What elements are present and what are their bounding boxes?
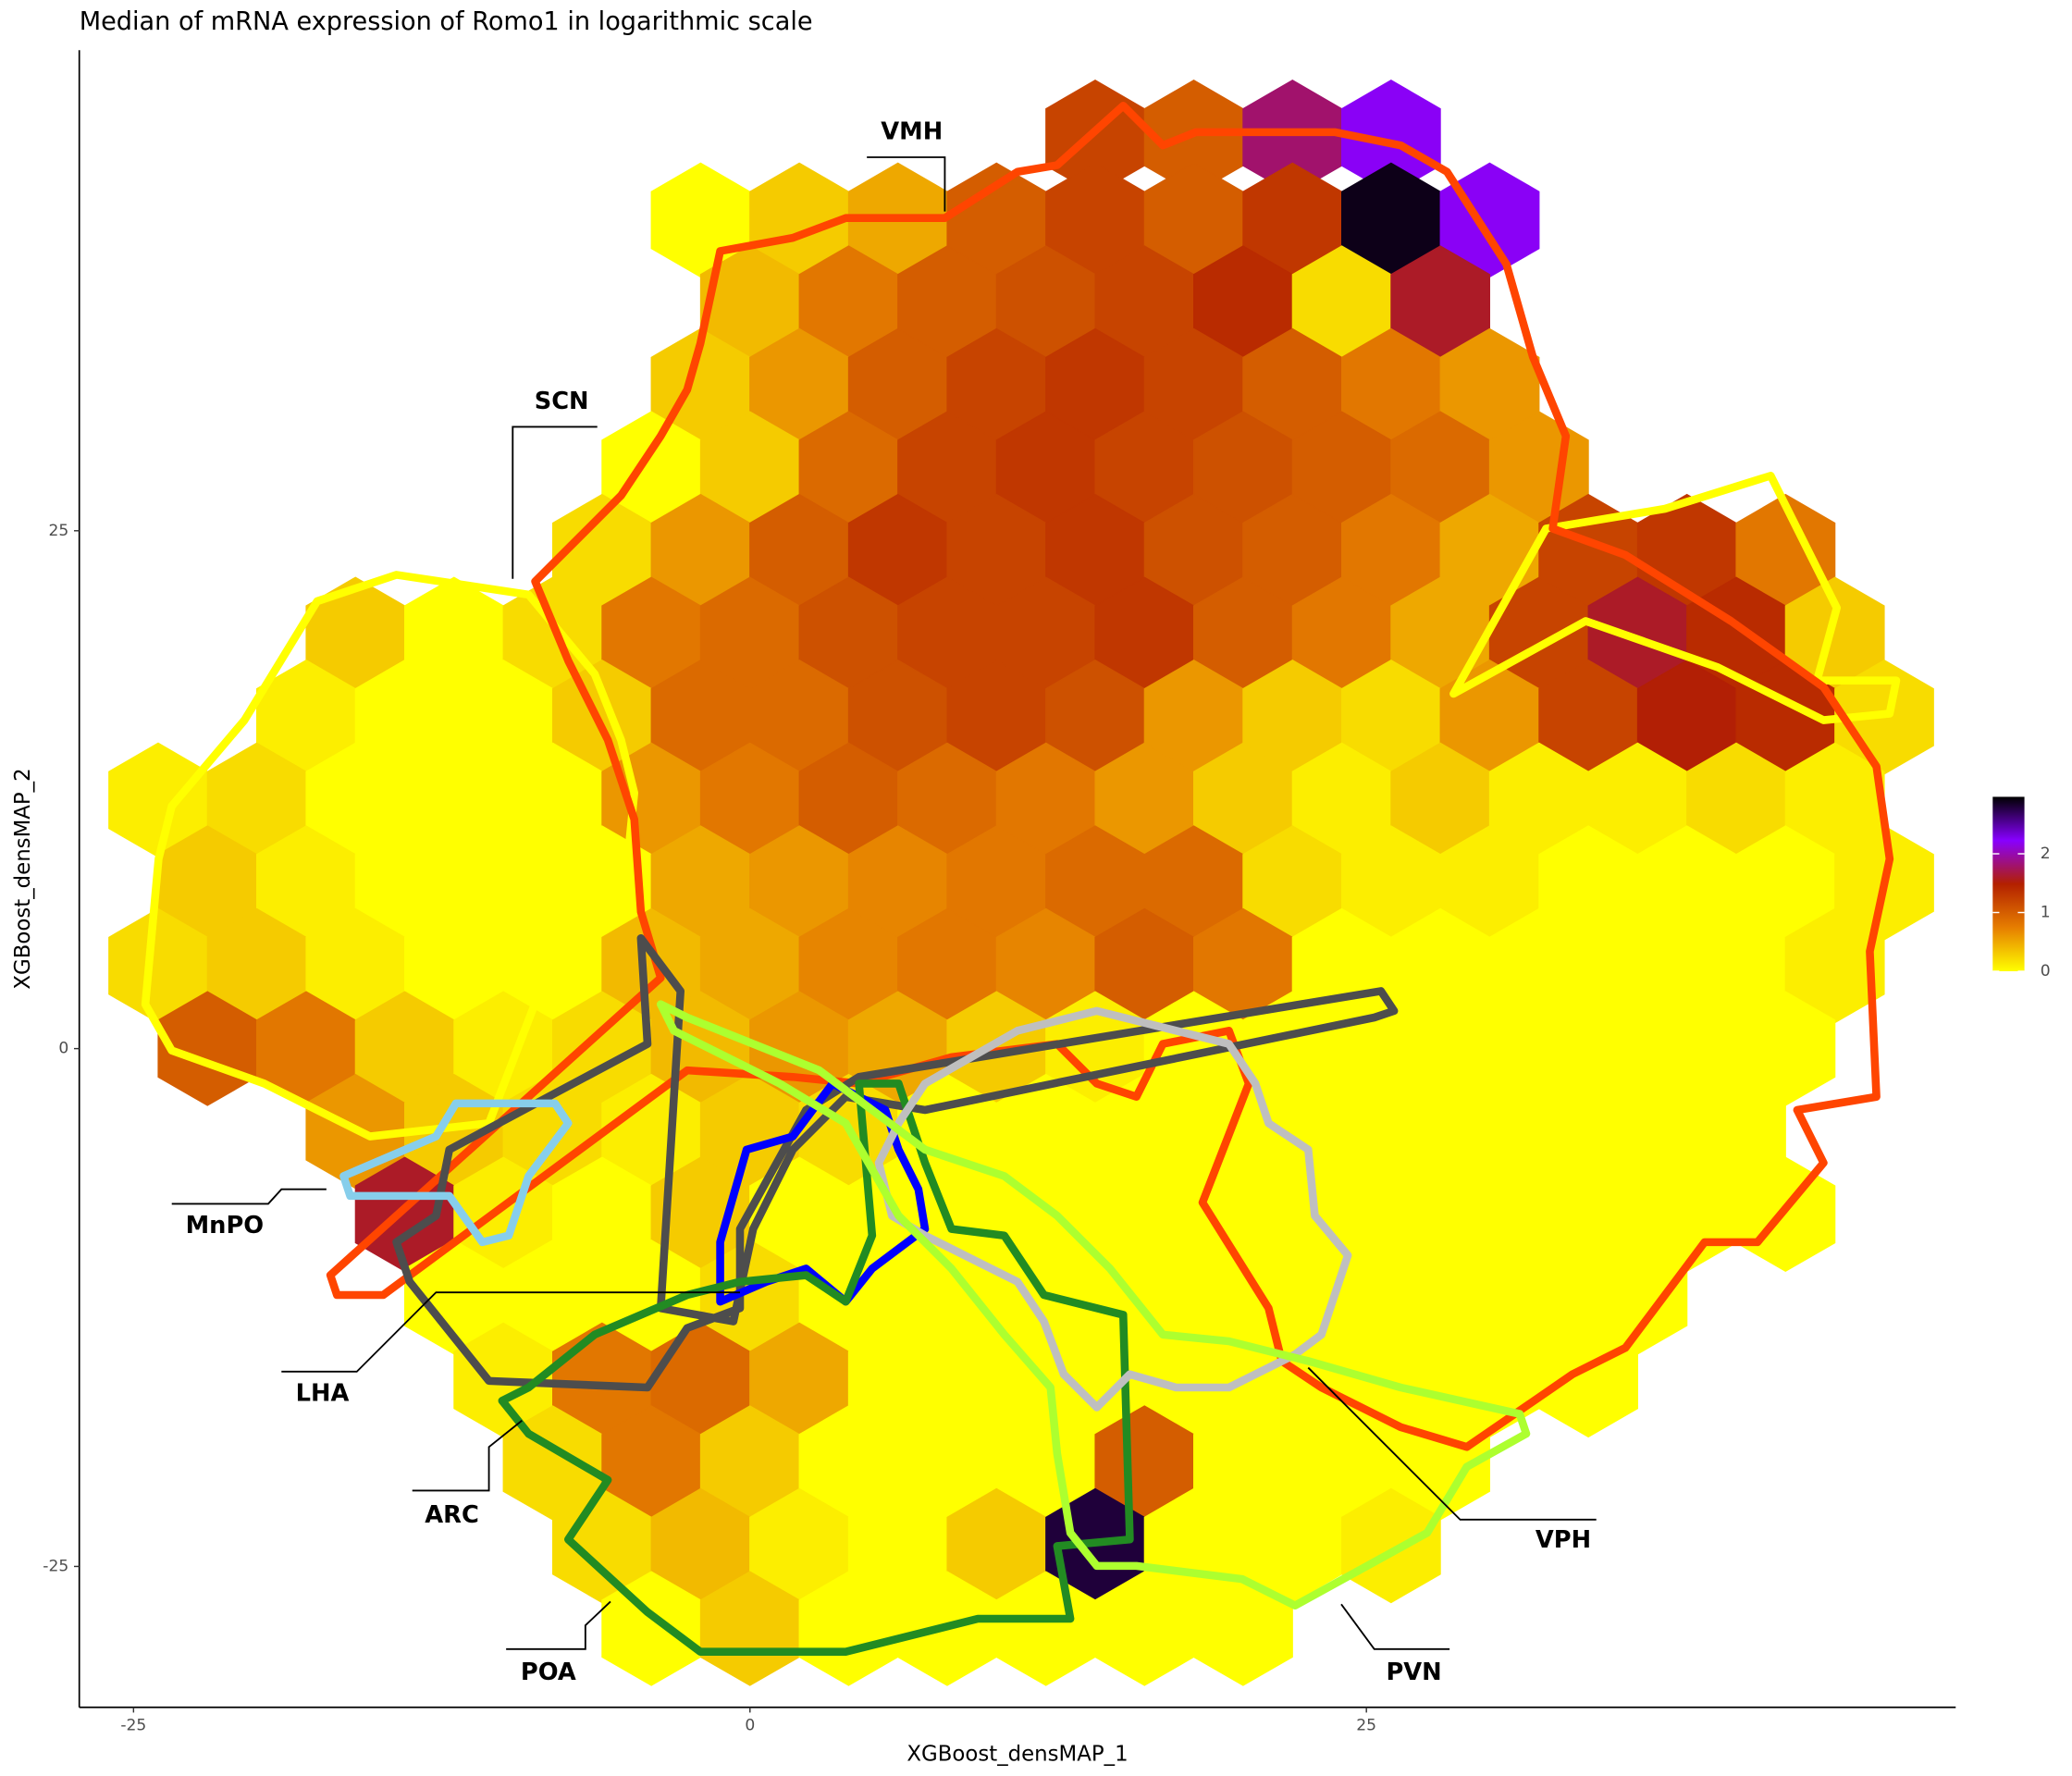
- y-tick-label: 0: [58, 1040, 68, 1058]
- region-label: LHA: [296, 1380, 350, 1408]
- colorbar-tick-label: 2: [2041, 845, 2051, 863]
- leader-lines: [171, 156, 1597, 1650]
- region-label: POA: [521, 1659, 576, 1686]
- leader-vmh: [867, 156, 946, 212]
- leader-scn: [512, 426, 598, 579]
- hex-layer: [108, 80, 1934, 1686]
- outline-pvn: [657, 1000, 1531, 1610]
- y-axis-label: XGBoost_densMAP_2: [11, 768, 35, 989]
- region-outlines: [141, 102, 1901, 1656]
- region-label: VPH: [1536, 1526, 1591, 1554]
- region-label: ARC: [425, 1501, 479, 1529]
- x-axis-label: XGBoost_densMAP_1: [906, 1743, 1128, 1767]
- colorbar-tick-label: 0: [2041, 962, 2051, 980]
- outline-poa: [498, 1079, 1134, 1656]
- outline-mnpo: [339, 1099, 573, 1247]
- y-tick-label: 25: [48, 522, 68, 540]
- outline-lha: [392, 934, 1399, 1392]
- region-label: PVN: [1386, 1659, 1441, 1686]
- colorbar: [1992, 796, 2025, 971]
- region-label: MnPO: [186, 1212, 265, 1240]
- x-tick-label: -25: [120, 1717, 146, 1735]
- x-tick-label: 0: [745, 1717, 755, 1735]
- x-tick-label: 25: [1356, 1717, 1376, 1735]
- region-label: VMH: [881, 117, 943, 145]
- chart-title: Median of mRNA expression of Romo1 in lo…: [80, 7, 813, 36]
- y-tick-label: -25: [43, 1557, 68, 1575]
- region-label: SCN: [535, 388, 589, 415]
- leader-arc: [412, 1419, 523, 1492]
- leader-poa: [506, 1600, 611, 1650]
- leader-lha: [281, 1291, 740, 1373]
- leader-vph: [1307, 1366, 1597, 1521]
- leader-pvn: [1340, 1603, 1450, 1650]
- outline-blue: [716, 1079, 930, 1306]
- colorbar-tick-label: 1: [2041, 904, 2051, 922]
- leader-mnpo: [171, 1188, 327, 1205]
